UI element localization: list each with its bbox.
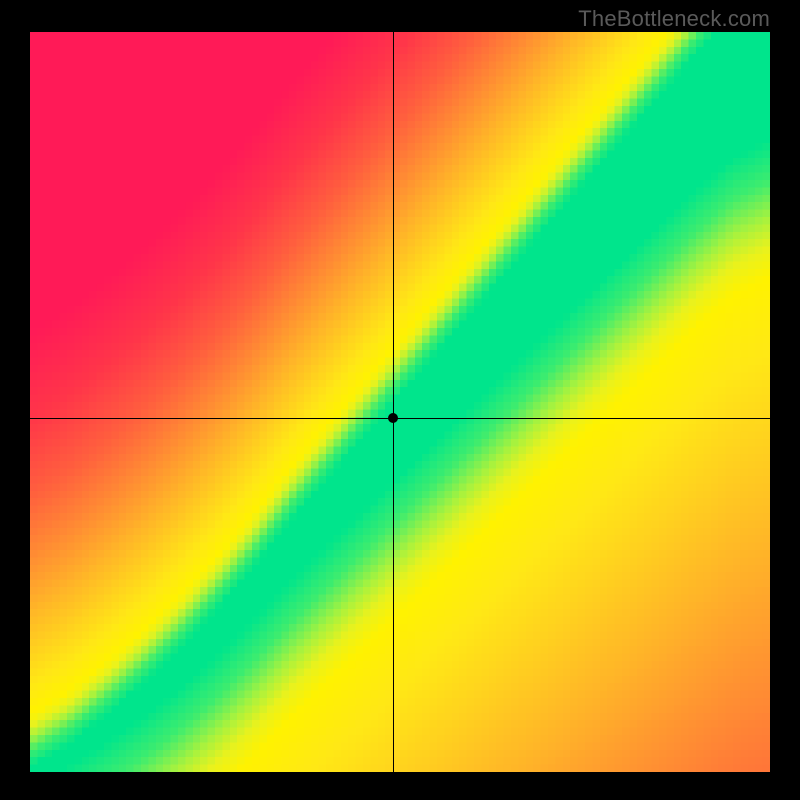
- crosshair-vertical: [393, 32, 394, 772]
- crosshair-horizontal: [30, 418, 770, 419]
- data-point-marker: [388, 413, 398, 423]
- heatmap-canvas: [30, 32, 770, 772]
- figure-container: TheBottleneck.com: [0, 0, 800, 800]
- heatmap-plot: [30, 32, 770, 772]
- attribution-label: TheBottleneck.com: [578, 6, 770, 32]
